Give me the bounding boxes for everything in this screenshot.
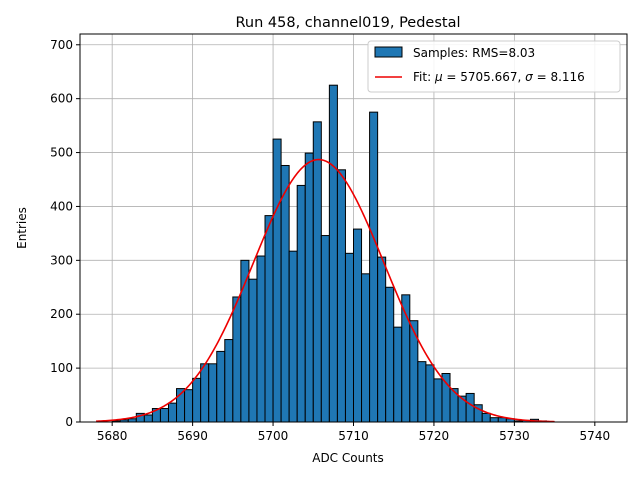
x-tick-label: 5680 [97, 429, 128, 443]
histogram-bar [272, 138, 282, 423]
histogram-bar [417, 361, 427, 423]
histogram-bar [320, 235, 330, 423]
chart-title: Run 458, channel019, Pedestal [235, 15, 460, 31]
x-tick-label: 5740 [580, 429, 611, 443]
y-tick-label: 200 [50, 307, 73, 321]
histogram-bar [369, 111, 379, 423]
histogram-bar [353, 228, 363, 423]
histogram-bar [159, 408, 169, 423]
histogram-bar [167, 402, 178, 423]
histogram-bar [377, 256, 387, 423]
histogram-bar [296, 184, 306, 423]
legend-samples-swatch [374, 46, 403, 58]
histogram-bar [232, 296, 242, 423]
histogram-bar [192, 377, 202, 423]
histogram-bar [328, 84, 338, 423]
histogram-bar [481, 412, 491, 423]
y-tick-label: 500 [50, 146, 73, 160]
histogram-bar [184, 389, 194, 423]
x-tick-label: 5700 [258, 429, 289, 443]
histogram-bar [224, 339, 234, 423]
histogram-bar [441, 373, 451, 423]
histogram-bar [344, 252, 354, 423]
histogram-bar [248, 278, 258, 423]
histogram-bar [425, 364, 435, 423]
histogram-bar [264, 215, 274, 423]
legend-fit-label: Fit: μ = 5705.667, σ = 8.116 [413, 70, 585, 84]
gaussian-fit-curve [96, 158, 555, 423]
y-axis-label: Entries [15, 207, 29, 249]
y-tick-label: 700 [50, 38, 73, 52]
legend: Samples: RMS=8.03 Fit: μ = 5705.667, σ =… [367, 40, 621, 93]
histogram-bar [216, 350, 226, 423]
histogram-bar [200, 363, 210, 423]
histogram-bar [336, 169, 346, 423]
histogram-bar [489, 417, 499, 423]
legend-box [367, 40, 621, 93]
histogram-bar [256, 255, 266, 423]
histogram-bar [385, 286, 395, 423]
histogram-bar [280, 164, 290, 423]
histogram-bar [465, 392, 475, 423]
x-tick-label: 5720 [419, 429, 450, 443]
x-axis-ticks: 5680 5690 5700 5710 5720 5730 5740 [97, 422, 610, 443]
histogram-bar [393, 326, 403, 423]
x-tick-label: 5730 [499, 429, 530, 443]
histogram-bar [361, 273, 371, 423]
y-axis-ticks: 0 100 200 300 400 500 600 700 [50, 38, 80, 429]
x-tick-label: 5690 [177, 429, 208, 443]
histogram-bar [208, 363, 218, 423]
legend-samples-label: Samples: RMS=8.03 [413, 46, 535, 60]
x-axis-label: ADC Counts [312, 451, 384, 465]
y-tick-label: 0 [65, 415, 73, 429]
histogram-bar [288, 250, 298, 423]
histogram-bar [433, 378, 443, 423]
y-tick-label: 600 [50, 92, 73, 106]
histogram-bar [143, 414, 153, 423]
y-tick-label: 300 [50, 253, 73, 267]
y-tick-label: 100 [50, 361, 73, 375]
y-tick-label: 400 [50, 199, 73, 213]
histogram-bar [304, 152, 314, 423]
x-tick-label: 5710 [338, 429, 369, 443]
histogram-bar [312, 121, 322, 423]
